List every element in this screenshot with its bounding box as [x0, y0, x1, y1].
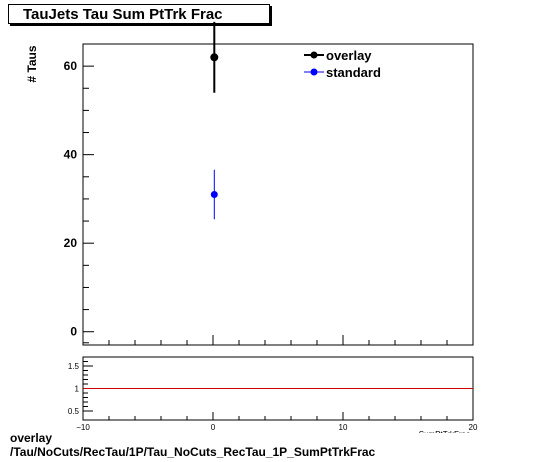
ratio-y-tick-label: 1: [75, 385, 80, 394]
chart-title: TauJets Tau Sum PtTrk Frac: [8, 4, 270, 24]
main-data-marks: [210, 21, 219, 220]
ratio-y-tick-label: 0.5: [68, 407, 80, 416]
y-axis-label: # Taus: [25, 45, 39, 82]
x-axis-label: SumPtTrkFrac: [419, 430, 470, 439]
y-tick-label: 40: [64, 148, 78, 162]
data-point-standard: [210, 191, 218, 198]
x-tick-label: 10: [339, 423, 348, 432]
legend-label-standard: standard: [326, 65, 381, 80]
ratio-y-tick-label: 1.5: [68, 362, 80, 371]
ratio-y-axis: 0.5 1 1.5: [68, 361, 93, 416]
x-tick-label: 0: [211, 423, 216, 432]
data-point-overlay: [210, 53, 219, 62]
y-tick-label: 20: [64, 236, 78, 250]
main-x-axis: [82, 335, 474, 345]
y-tick-label: 0: [70, 325, 77, 339]
ratio-x-axis: −10 0 10 20: [76, 412, 478, 432]
y-tick-label: 60: [64, 59, 78, 73]
legend: overlay standard: [304, 48, 381, 80]
x-tick-label: −10: [76, 423, 90, 432]
main-plot-frame: [82, 43, 474, 346]
legend-marker-standard: [310, 68, 318, 76]
main-y-axis: 0 20 40 60: [64, 43, 94, 344]
footer-path: /Tau/NoCuts/RecTau/1P/Tau_NoCuts_RecTau_…: [10, 445, 376, 459]
legend-marker-overlay: [310, 51, 318, 59]
x-tick-label: 20: [469, 423, 478, 432]
legend-label-overlay: overlay: [326, 48, 372, 63]
footer-label: overlay: [10, 431, 53, 445]
